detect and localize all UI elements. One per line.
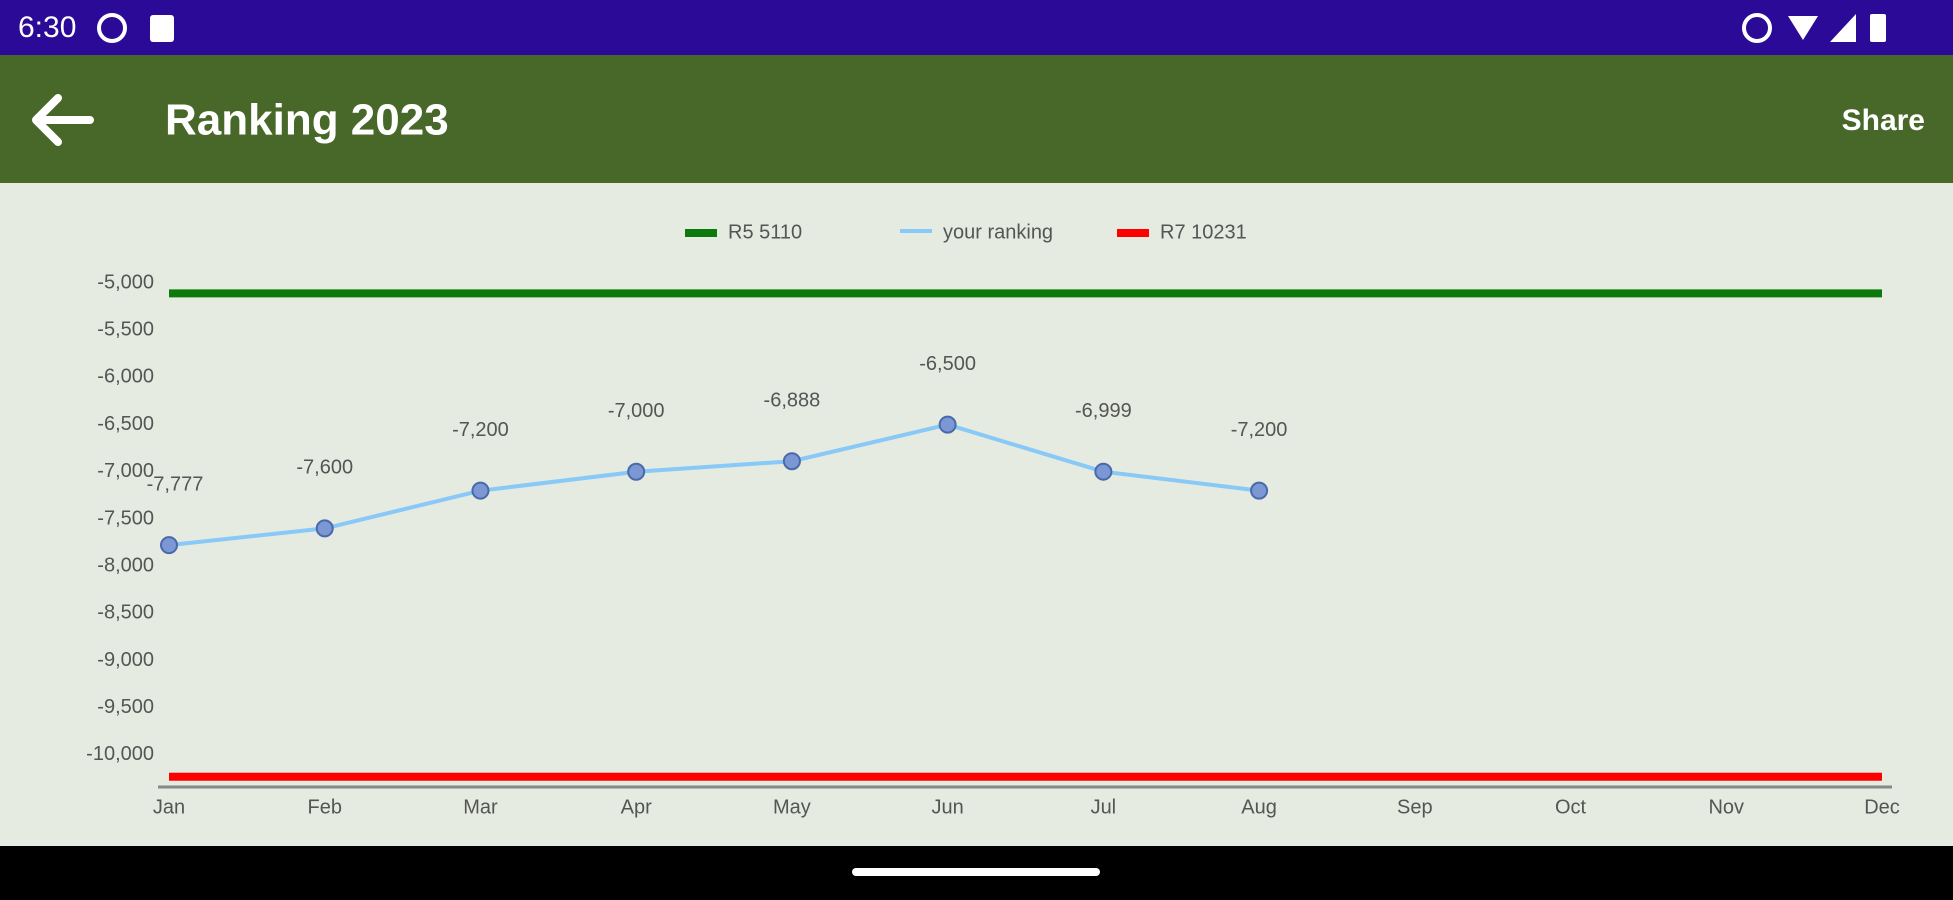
x-tick-label: Nov bbox=[1708, 796, 1744, 818]
battery-icon bbox=[1870, 14, 1886, 42]
x-tick-label: Mar bbox=[463, 796, 498, 818]
data-point bbox=[160, 536, 178, 555]
data-label: -7,000 bbox=[608, 400, 665, 422]
share-button[interactable]: Share bbox=[1842, 104, 1925, 137]
status-icon bbox=[97, 13, 127, 43]
y-tick-label: -5,500 bbox=[97, 319, 154, 341]
series-line bbox=[168, 422, 1260, 548]
y-tick-label: -8,500 bbox=[97, 602, 154, 624]
data-label: -7,200 bbox=[1231, 419, 1288, 441]
data-label: -7,777 bbox=[147, 473, 204, 495]
legend-label: R5 5110 bbox=[728, 221, 802, 243]
x-tick-label: Sep bbox=[1397, 796, 1433, 818]
legend-label: R7 10231 bbox=[1160, 221, 1247, 243]
legend-swatch bbox=[685, 229, 717, 237]
y-tick-label: -6,500 bbox=[97, 413, 154, 435]
legend-swatch bbox=[1117, 229, 1149, 237]
x-tick-label: Dec bbox=[1864, 796, 1900, 818]
status-icon bbox=[150, 15, 174, 42]
data-label: -7,200 bbox=[452, 419, 509, 441]
x-tick-label: Apr bbox=[621, 796, 652, 818]
data-point bbox=[782, 452, 801, 471]
home-indicator[interactable] bbox=[852, 868, 1100, 876]
x-tick-label: Jun bbox=[932, 796, 964, 818]
data-point bbox=[471, 481, 490, 500]
y-tick-label: -8,000 bbox=[97, 554, 154, 576]
app-bar bbox=[0, 55, 1953, 183]
y-tick-label: -7,000 bbox=[97, 460, 154, 482]
data-point bbox=[938, 415, 957, 434]
y-tick-label: -5,000 bbox=[97, 271, 154, 293]
data-label: -7,600 bbox=[296, 457, 353, 479]
back-button[interactable] bbox=[32, 94, 94, 146]
status-time: 6:30 bbox=[18, 11, 76, 44]
data-label: -6,500 bbox=[919, 353, 976, 375]
y-tick-label: -9,000 bbox=[97, 649, 154, 671]
y-tick-label: -10,000 bbox=[86, 743, 154, 765]
x-tick-label: Aug bbox=[1241, 796, 1277, 818]
data-label: -6,888 bbox=[764, 389, 821, 411]
data-point bbox=[1250, 481, 1269, 500]
wifi-icon bbox=[1788, 16, 1818, 40]
signal-icon bbox=[1830, 14, 1856, 42]
status-bar bbox=[0, 0, 1953, 55]
x-tick-label: Jan bbox=[153, 796, 185, 818]
status-icon bbox=[1742, 13, 1772, 43]
data-point bbox=[315, 519, 334, 538]
y-tick-label: -7,500 bbox=[97, 507, 154, 529]
data-label: -6,999 bbox=[1075, 400, 1132, 422]
data-point bbox=[1094, 462, 1113, 481]
legend-label: your ranking bbox=[943, 221, 1053, 243]
chart-area bbox=[0, 183, 1953, 846]
x-tick-label: May bbox=[773, 796, 811, 818]
y-tick-label: -6,000 bbox=[97, 366, 154, 388]
x-tick-label: Oct bbox=[1555, 796, 1587, 818]
legend-swatch bbox=[900, 229, 932, 233]
x-tick-label: Feb bbox=[307, 796, 341, 818]
app-title: Ranking 2023 bbox=[165, 96, 449, 145]
x-tick-label: Jul bbox=[1091, 796, 1117, 818]
y-tick-label: -9,500 bbox=[97, 696, 154, 718]
data-point bbox=[627, 462, 646, 481]
